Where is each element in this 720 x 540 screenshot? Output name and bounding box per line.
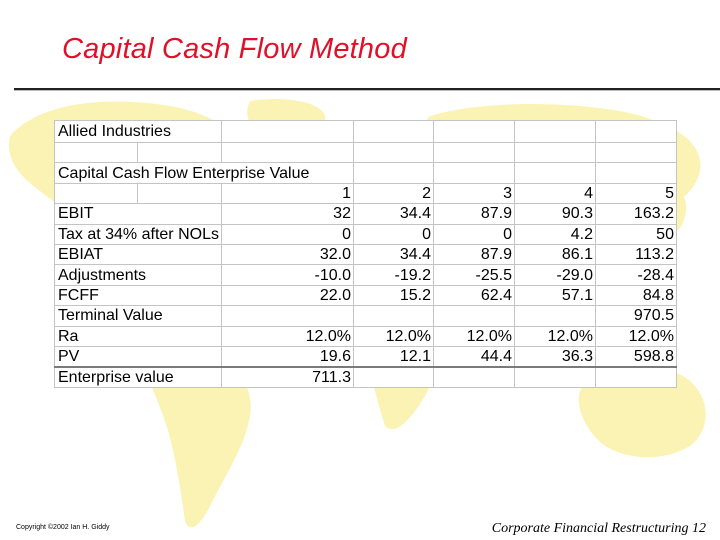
table-row: EBIT 32 34.4 87.9 90.3 163.2 <box>54 203 677 225</box>
title-divider <box>14 88 720 90</box>
cell-value: 15.2 <box>352 284 434 307</box>
cell-value: 34.4 <box>352 203 434 225</box>
enterprise-value: 711.3 <box>220 365 354 388</box>
cell-value <box>220 305 354 327</box>
cell-value: 970.5 <box>594 305 677 327</box>
cell-value <box>432 305 515 327</box>
cell-value: 84.8 <box>594 284 677 307</box>
cell-value <box>513 305 596 327</box>
cell-value: -29.0 <box>513 264 596 286</box>
year-header: 2 <box>352 182 434 205</box>
cell-value: 12.0% <box>220 325 354 347</box>
cell-value: 12.1 <box>352 345 434 368</box>
cell-value: 12.0% <box>432 325 515 347</box>
capital-cash-flow-table: Allied Industries Capital Cash Flow Ente… <box>53 120 677 388</box>
cell-value: 50 <box>594 223 677 245</box>
table-row: PV 19.6 12.1 44.4 36.3 598.8 <box>54 345 677 368</box>
cell-value: -10.0 <box>220 264 354 286</box>
cell-value: 34.4 <box>352 243 434 266</box>
enterprise-value-row: Enterprise value 711.3 <box>54 365 677 388</box>
cell-value: 4.2 <box>513 223 596 245</box>
row-label: PV <box>54 345 222 368</box>
cell-value: 90.3 <box>513 203 596 225</box>
cell-value: 44.4 <box>432 345 515 368</box>
cell-value: 163.2 <box>594 203 677 225</box>
slide-title: Capital Cash Flow Method <box>62 33 407 65</box>
row-label: Tax at 34% after NOLs <box>54 223 222 245</box>
row-label: Adjustments <box>54 264 222 286</box>
table-row: Ra 12.0% 12.0% 12.0% 12.0% 12.0% <box>54 325 677 347</box>
cell-value: 19.6 <box>220 345 354 368</box>
table-row: EBIAT 32.0 34.4 87.9 86.1 113.2 <box>54 243 677 266</box>
table-row <box>53 141 677 164</box>
cell-value: 113.2 <box>594 243 677 266</box>
copyright-notice: Copyright ©2002 Ian H. Giddy <box>16 524 110 531</box>
year-header: 1 <box>220 182 354 205</box>
enterprise-value-label: Enterprise value <box>54 365 222 388</box>
cell-value: 12.0% <box>594 325 677 347</box>
cell-value: 0 <box>352 223 434 245</box>
table-row: FCFF 22.0 15.2 62.4 57.1 84.8 <box>54 284 677 307</box>
year-header: 4 <box>513 182 596 205</box>
table-row: Terminal Value 970.5 <box>54 305 677 327</box>
cell-value: 36.3 <box>513 345 596 368</box>
cell-value <box>352 305 434 327</box>
year-header: 3 <box>432 182 515 205</box>
cell-value: 57.1 <box>513 284 596 307</box>
cell-value: 12.0% <box>352 325 434 347</box>
footer-title: Corporate Financial Restructuring 12 <box>491 521 706 536</box>
table-subtitle: Capital Cash Flow Enterprise Value <box>54 162 354 184</box>
cell-value: 0 <box>220 223 354 245</box>
cell-value: 32.0 <box>220 243 354 266</box>
table-row: Tax at 34% after NOLs 0 0 0 4.2 50 <box>54 223 677 245</box>
table-row: Capital Cash Flow Enterprise Value <box>54 162 677 184</box>
cell-value: 598.8 <box>594 345 677 368</box>
row-label: EBIAT <box>54 243 222 266</box>
company-name: Allied Industries <box>54 120 222 143</box>
cell-value: 87.9 <box>432 203 515 225</box>
cell-value: 86.1 <box>513 243 596 266</box>
cell-value: 87.9 <box>432 243 515 266</box>
row-label: Ra <box>54 325 222 347</box>
row-label: EBIT <box>54 203 222 225</box>
cell-value: 32 <box>220 203 354 225</box>
year-header-row: 1 2 3 4 5 <box>53 182 677 205</box>
row-label: FCFF <box>54 284 222 307</box>
cell-value: 62.4 <box>432 284 515 307</box>
cell-value: -19.2 <box>352 264 434 286</box>
table-row: Allied Industries <box>54 120 677 143</box>
cell-value: 12.0% <box>513 325 596 347</box>
cell-value: 22.0 <box>220 284 354 307</box>
cell-value: -28.4 <box>594 264 677 286</box>
cell-value: 0 <box>432 223 515 245</box>
year-header: 5 <box>594 182 677 205</box>
cell-value: -25.5 <box>432 264 515 286</box>
row-label: Terminal Value <box>54 305 222 327</box>
table-row: Adjustments -10.0 -19.2 -25.5 -29.0 -28.… <box>54 264 677 286</box>
